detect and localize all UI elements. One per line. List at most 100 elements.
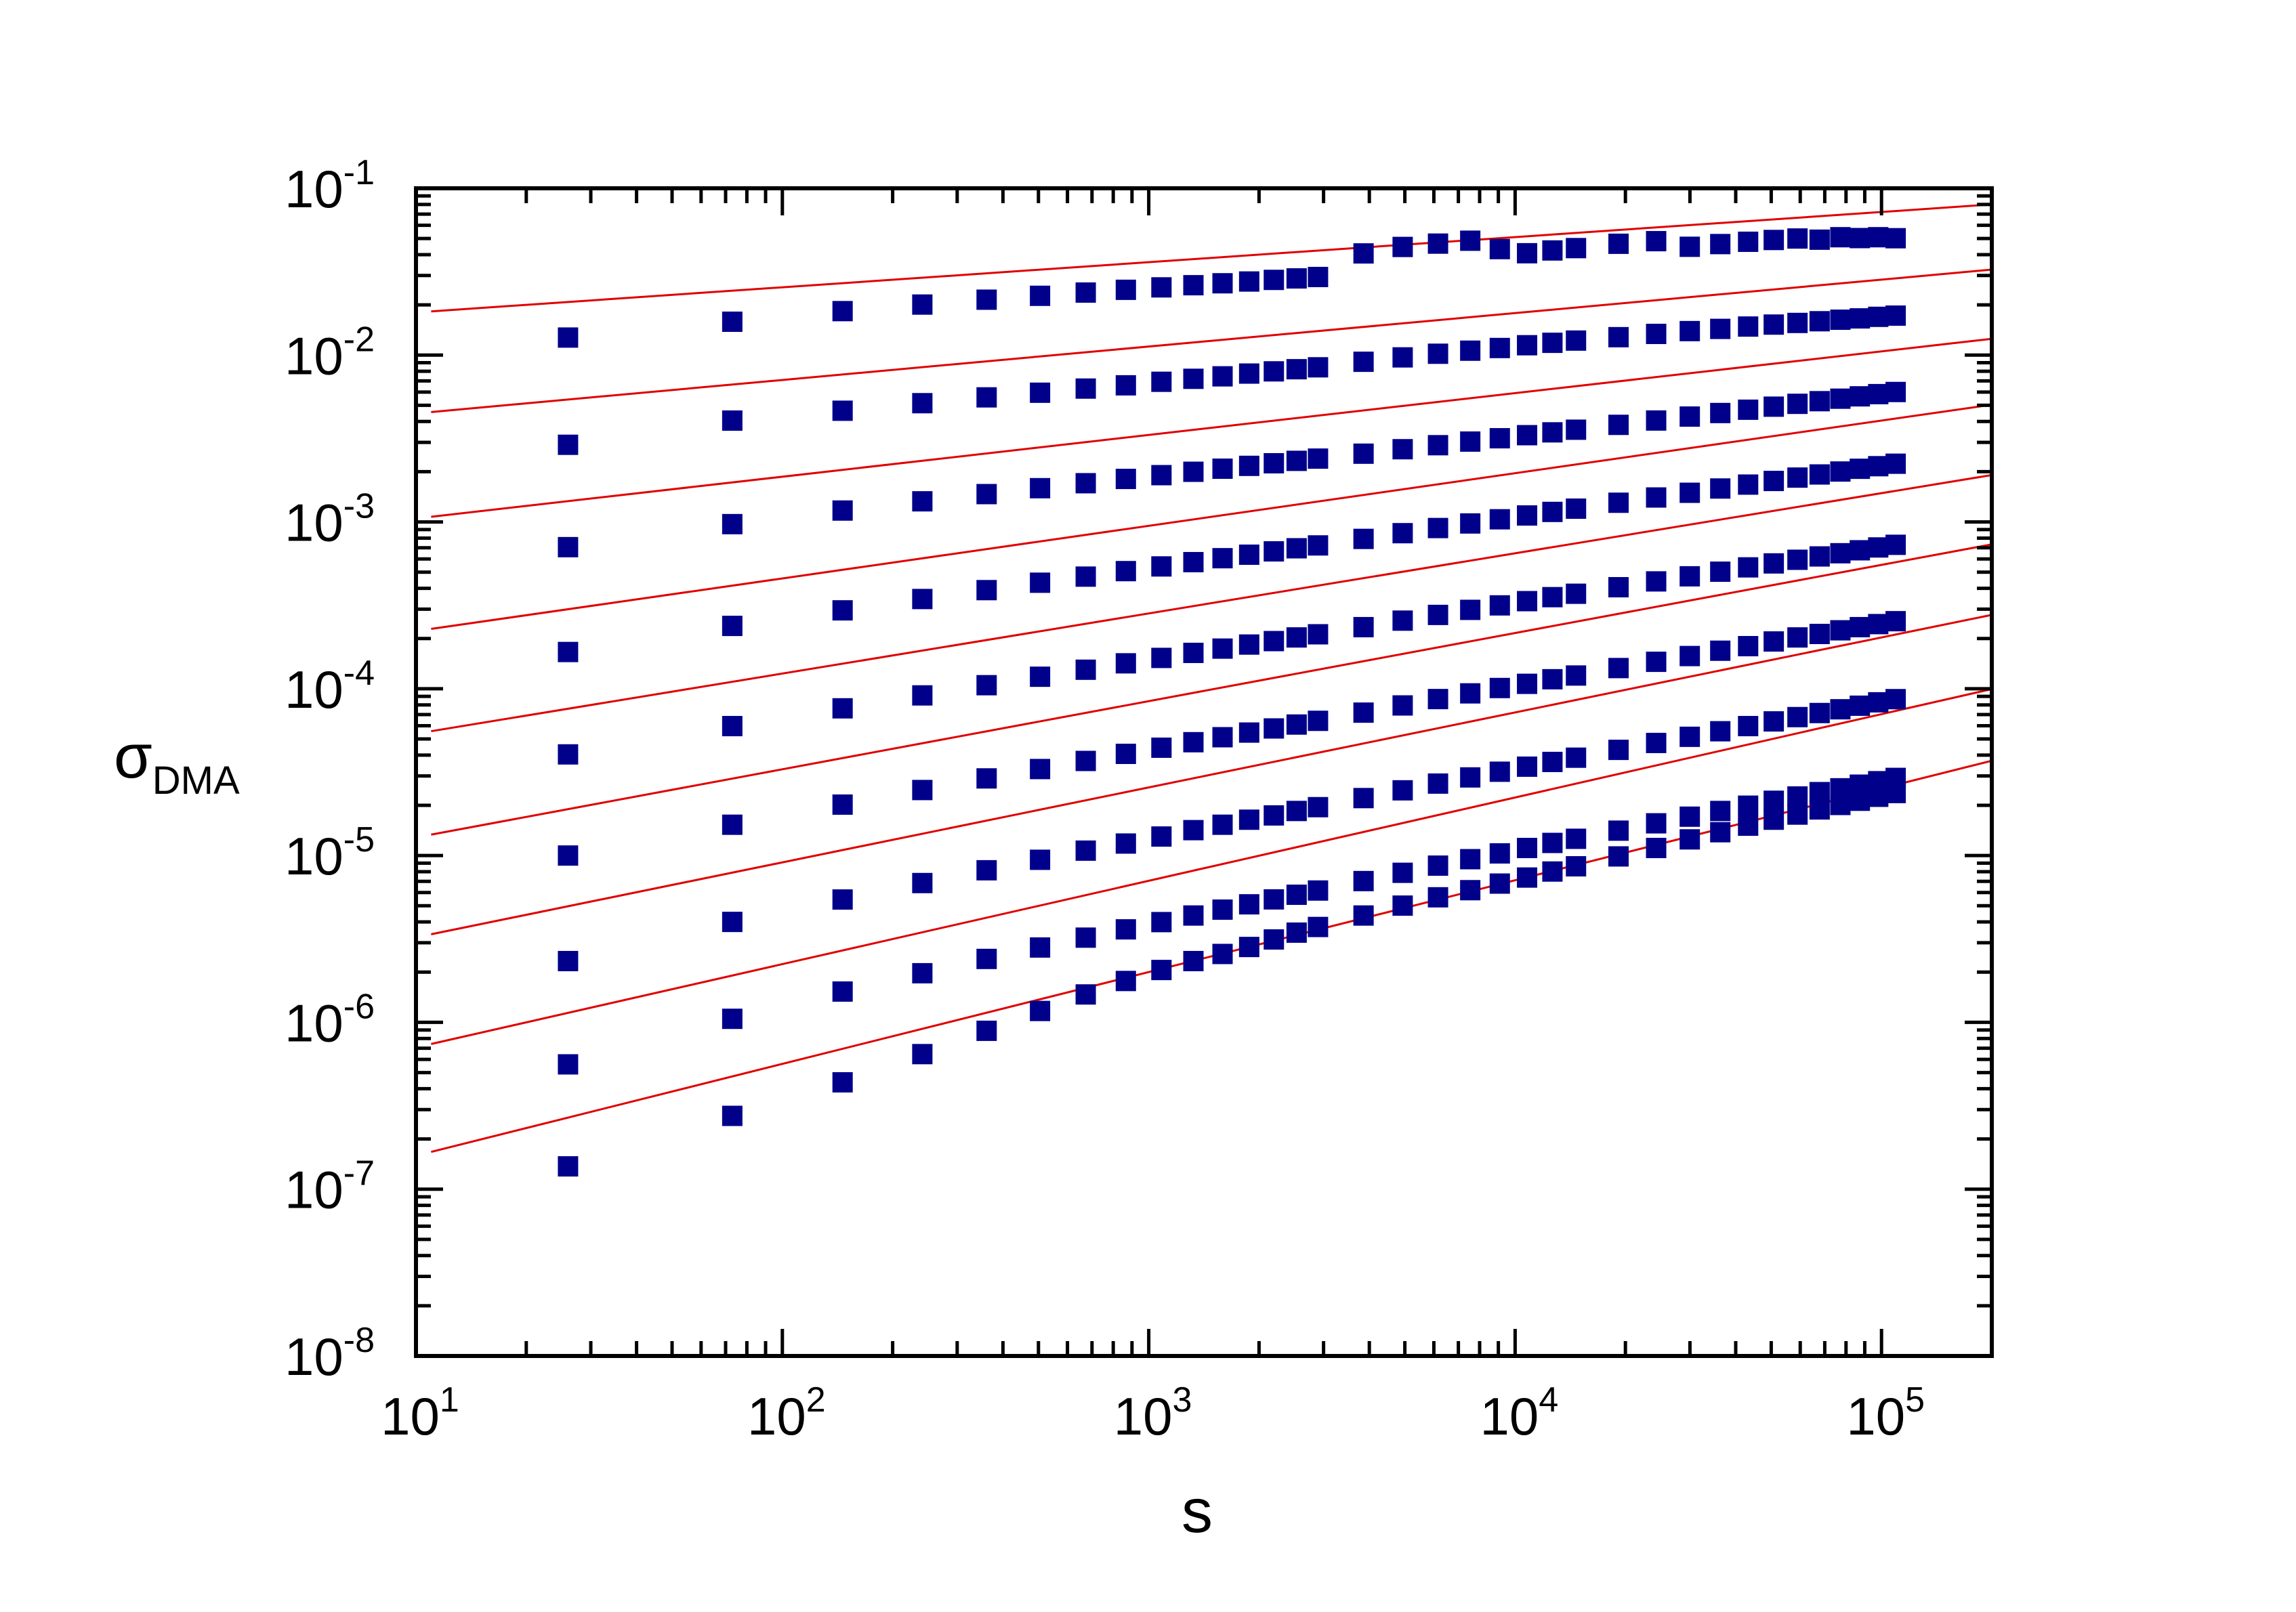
data-point: [1115, 744, 1136, 765]
data-point: [1353, 443, 1374, 464]
data-point: [1460, 340, 1481, 361]
data-point: [558, 1054, 579, 1075]
y-tick-base: 10: [285, 493, 343, 553]
data-point: [1885, 689, 1906, 710]
data-point: [1286, 801, 1307, 822]
data-point: [1183, 905, 1204, 926]
data-point: [1264, 541, 1285, 562]
data-point: [558, 845, 579, 866]
data-point: [1710, 822, 1731, 843]
data-point: [1787, 706, 1808, 727]
data-point: [832, 400, 853, 421]
y-axis-title: σDMA: [114, 722, 240, 803]
fit-line-2: [431, 268, 1992, 413]
x-tick-exponent: 3: [1173, 1380, 1192, 1420]
data-point: [1392, 862, 1413, 883]
data-point: [1212, 899, 1233, 920]
data-point: [1542, 240, 1563, 261]
data-point: [1787, 467, 1808, 488]
data-point: [1542, 861, 1563, 882]
data-point: [1115, 469, 1136, 490]
data-point: [1460, 767, 1481, 788]
data-point: [1212, 273, 1233, 294]
data-point: [1183, 551, 1204, 572]
x-tick-base: 10: [1846, 1386, 1905, 1446]
data-point: [1427, 517, 1448, 538]
series-1: [558, 227, 1906, 348]
data-point: [722, 912, 743, 933]
data-point: [1286, 627, 1307, 648]
data-point: [1151, 556, 1172, 577]
data-point: [1264, 718, 1285, 739]
data-point: [558, 744, 579, 765]
data-point: [1075, 984, 1096, 1005]
data-markers: [558, 227, 1906, 1177]
fit-line-7: [431, 614, 1992, 935]
data-point: [1710, 234, 1731, 255]
fit-lines: [431, 203, 1992, 1153]
data-point: [1608, 326, 1629, 347]
data-point: [558, 536, 579, 557]
y-axis-title-symbol: σ: [114, 722, 152, 791]
data-point: [832, 889, 853, 910]
data-point: [832, 981, 853, 1002]
data-point: [1489, 843, 1510, 864]
data-point: [1264, 452, 1285, 473]
data-point: [1679, 320, 1700, 341]
data-point: [1710, 640, 1731, 661]
data-point: [1763, 396, 1784, 417]
data-point: [1809, 799, 1830, 820]
data-point: [722, 513, 743, 534]
data-point: [832, 301, 853, 322]
data-point: [1183, 461, 1204, 482]
data-point: [1151, 648, 1172, 669]
data-point: [558, 434, 579, 455]
data-point: [558, 641, 579, 662]
data-point: [1679, 829, 1700, 850]
data-point: [976, 387, 997, 408]
x-tick-base: 10: [747, 1386, 806, 1446]
data-point: [1460, 599, 1481, 620]
data-point: [832, 794, 853, 815]
data-point: [1809, 702, 1830, 723]
data-point: [1392, 895, 1413, 916]
data-point: [1030, 849, 1051, 870]
data-point: [1392, 695, 1413, 716]
y-tick-exponent: -3: [343, 487, 375, 526]
data-point: [1489, 509, 1510, 530]
data-point: [1763, 230, 1784, 251]
data-point: [1264, 631, 1285, 652]
data-point: [976, 948, 997, 969]
data-point: [1238, 271, 1259, 292]
data-point: [976, 484, 997, 505]
fit-line-8: [431, 687, 1992, 1045]
data-point: [1646, 837, 1667, 858]
x-tick-label: 101: [381, 1380, 459, 1446]
data-point: [1738, 557, 1759, 578]
data-point: [1566, 665, 1587, 686]
data-point: [1238, 722, 1259, 743]
x-tick-base: 10: [1480, 1386, 1539, 1446]
data-point: [1763, 711, 1784, 732]
data-point: [1885, 782, 1906, 803]
data-point: [1460, 880, 1481, 901]
data-point: [1489, 337, 1510, 358]
y-tick-exponent: -1: [343, 153, 375, 192]
data-point: [832, 1072, 853, 1093]
x-tick-base: 10: [381, 1386, 440, 1446]
data-point: [1566, 583, 1587, 604]
data-point: [1566, 498, 1587, 519]
data-point: [1517, 591, 1538, 612]
data-point: [1286, 359, 1307, 380]
data-point: [912, 685, 933, 706]
data-point: [1542, 501, 1563, 522]
data-point: [1566, 856, 1587, 877]
y-tick-label: 10-1: [285, 153, 375, 219]
data-point: [1392, 523, 1413, 544]
series-6: [558, 611, 1906, 866]
data-point: [1151, 826, 1172, 847]
data-point: [1868, 227, 1889, 248]
data-point: [1850, 228, 1871, 249]
data-point: [1517, 505, 1538, 526]
data-point: [1868, 306, 1889, 327]
